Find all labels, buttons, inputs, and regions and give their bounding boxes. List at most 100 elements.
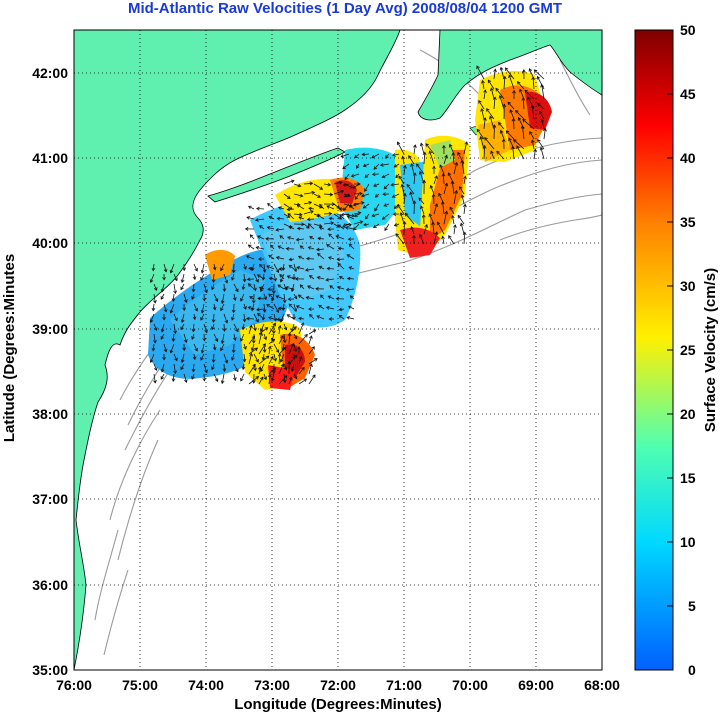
velocity-arrow <box>193 343 198 352</box>
velocity-arrow <box>266 265 275 270</box>
velocity-arrow-head <box>204 289 208 294</box>
velocity-arrow-head <box>194 267 198 272</box>
x-tick-label: 71:00 <box>386 677 422 693</box>
velocity-arrow-head <box>385 155 389 159</box>
velocity-arrow-head <box>313 358 318 362</box>
velocity-arrow-head <box>390 182 394 187</box>
velocity-arrow-head <box>254 218 259 222</box>
velocity-arrow-head <box>432 165 436 169</box>
velocity-arrow-head <box>180 326 184 331</box>
velocity-arrow-head <box>251 300 256 304</box>
velocity-arrow-head <box>256 307 260 312</box>
velocity-arrow-head <box>149 279 154 284</box>
velocity-arrow-head <box>402 192 407 197</box>
velocity-arrow-head <box>346 276 351 281</box>
velocity-arrow <box>150 313 155 323</box>
velocity-arrow-head <box>498 122 502 126</box>
velocity-arrow <box>413 172 416 185</box>
velocity-arrow-head <box>283 375 288 379</box>
velocity-arrow <box>213 313 215 323</box>
velocity-arrow <box>251 303 255 311</box>
velocity-arrow-head <box>288 206 293 210</box>
velocity-arrow-head <box>312 329 317 333</box>
velocity-arrow-head <box>352 202 357 207</box>
velocity-arrow-head <box>293 348 298 353</box>
velocity-arrow <box>405 213 415 225</box>
velocity-arrow <box>499 95 505 110</box>
velocity-arrow-head <box>521 69 526 73</box>
velocity-arrow-head <box>312 374 316 379</box>
velocity-arrow-head <box>212 306 217 311</box>
velocity-arrow <box>257 235 265 240</box>
velocity-arrow <box>233 373 236 381</box>
velocity-arrow <box>248 306 255 310</box>
velocity-arrow <box>180 323 185 330</box>
velocity-arrow <box>343 203 350 211</box>
velocity-arrow-head <box>283 366 288 371</box>
velocity-arrow-head <box>251 335 256 340</box>
velocity-arrow <box>350 295 355 300</box>
velocity-arrow-head <box>317 236 321 241</box>
velocity-arrow-head <box>287 360 292 365</box>
graticule <box>74 30 602 670</box>
velocity-arrow <box>248 353 252 365</box>
velocity-arrow-head <box>191 288 196 293</box>
velocity-arrow <box>443 183 448 195</box>
velocity-arrow-head <box>352 185 357 189</box>
velocity-arrow-head <box>536 75 541 80</box>
velocity-arrow <box>483 89 486 100</box>
velocity-arrow <box>340 153 350 158</box>
velocity-arrow <box>534 69 545 80</box>
velocity-arrow <box>354 213 360 217</box>
velocity-arrow <box>163 343 167 352</box>
velocity-arrow-head <box>307 223 312 227</box>
velocity-arrow-head <box>231 357 235 361</box>
velocity-arrow <box>337 258 345 260</box>
velocity-arrow-head <box>440 200 445 205</box>
velocity-arrow-head <box>191 368 196 373</box>
velocity-arrow-head <box>516 81 521 85</box>
velocity-arrow <box>364 173 370 178</box>
y-tick-label: 39:00 <box>32 321 68 337</box>
velocity-arrow-head <box>343 193 348 198</box>
velocity-arrow-head <box>362 205 367 209</box>
velocity-arrow-head <box>255 376 260 380</box>
velocity-arrow <box>463 232 466 245</box>
velocity-arrow-head <box>249 324 253 329</box>
velocity-arrow-head <box>338 216 343 220</box>
velocity-arrow <box>273 313 277 322</box>
x-tick-label: 69:00 <box>518 677 554 693</box>
velocity-arrow-head <box>257 235 261 239</box>
velocity-arrow <box>242 363 245 370</box>
velocity-arrow-head <box>300 322 305 326</box>
velocity-arrow-head <box>490 150 494 155</box>
velocity-arrow <box>352 183 360 189</box>
velocity-arrow-head <box>325 306 330 310</box>
velocity-arrow-head <box>171 338 176 342</box>
velocity-arrow-head <box>275 349 280 353</box>
velocity-arrow <box>200 353 205 361</box>
velocity-arrow-head <box>180 319 185 324</box>
velocity-arrow-head <box>482 144 487 149</box>
velocity-arrow-head <box>373 224 377 229</box>
velocity-arrow <box>443 211 448 225</box>
velocity-arrow-head <box>235 328 239 333</box>
velocity-arrow-head <box>480 108 484 112</box>
velocity-arrow-head <box>253 367 257 372</box>
velocity-arrow <box>258 343 266 355</box>
velocity-arrow-head <box>241 366 246 371</box>
velocity-arrow-head <box>257 366 262 370</box>
velocity-arrow-head <box>251 340 256 344</box>
velocity-arrow <box>513 118 515 130</box>
velocity-arrow <box>353 221 363 225</box>
velocity-arrow <box>433 203 438 215</box>
velocity-arrow-head <box>220 307 224 312</box>
velocity-arrow <box>286 314 295 320</box>
velocity-arrow-head <box>211 326 215 331</box>
velocity-arrow <box>278 347 287 355</box>
velocity-arrow-head <box>173 370 177 375</box>
velocity-arrow <box>283 213 290 218</box>
velocity-arrow <box>268 374 271 385</box>
velocity-arrow-head <box>540 83 544 88</box>
velocity-arrow <box>150 353 155 363</box>
